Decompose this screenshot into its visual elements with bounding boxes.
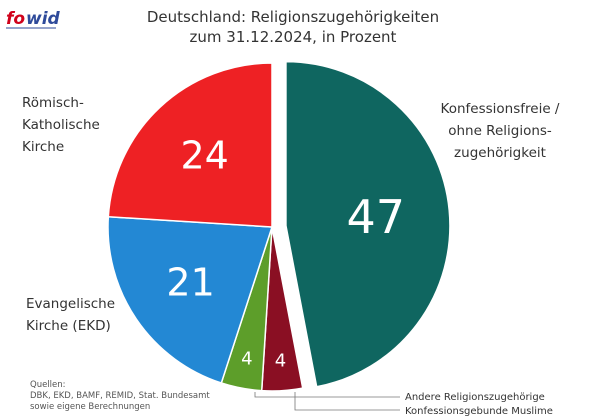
- pie-category-label: Kirche (EKD): [26, 318, 111, 334]
- sources-line1: Quellen:: [30, 380, 66, 390]
- fowid-logo: fo wid: [6, 9, 61, 29]
- pie-slice: [285, 60, 451, 388]
- pie-value-label: 47: [346, 190, 405, 244]
- leader-line: [254, 392, 400, 398]
- pie-slice: [107, 215, 274, 384]
- pie-value-label: 21: [166, 260, 214, 304]
- pie-value-label: 24: [180, 133, 228, 177]
- leader-line: [294, 392, 400, 411]
- pie-category-label: Evangelische: [26, 296, 115, 312]
- pie-category-label: Katholische: [22, 117, 100, 133]
- sources-line2: DBK, EKD, BAMF, REMID, Stat. Bundesamt: [30, 391, 210, 401]
- sources-note: Quellen: DBK, EKD, BAMF, REMID, Stat. Bu…: [30, 380, 210, 412]
- pie-category-label: Andere Religionszugehörige: [405, 392, 545, 403]
- pie-category-label: Kirche: [22, 139, 64, 155]
- pie-category-label: zugehörigkeit: [454, 145, 546, 161]
- chart-title-line1: Deutschland: Religionszugehörigkeiten: [147, 8, 439, 26]
- sources-line3: sowie eigene Berechnungen: [30, 402, 150, 412]
- chart-title-line2: zum 31.12.2024, in Prozent: [190, 28, 397, 46]
- pie-category-label: Konfessionsgebunde Muslime: [405, 406, 553, 417]
- pie-slice: [107, 62, 273, 228]
- pie-category-label: Römisch-: [22, 95, 84, 111]
- pie-labels: 47 Konfessionsfreie / ohne Religions-zugeh…: [22, 95, 560, 417]
- logo-text-wid: wid: [26, 9, 61, 29]
- pie-category-label: Konfessionsfreie /: [441, 101, 560, 117]
- pie-category-label: ohne Religions-: [448, 123, 552, 139]
- logo-text-fo: fo: [6, 9, 25, 29]
- pie-value-label: 4: [275, 351, 286, 372]
- pie-value-label: 4: [241, 349, 252, 370]
- pie-slices: [107, 60, 451, 392]
